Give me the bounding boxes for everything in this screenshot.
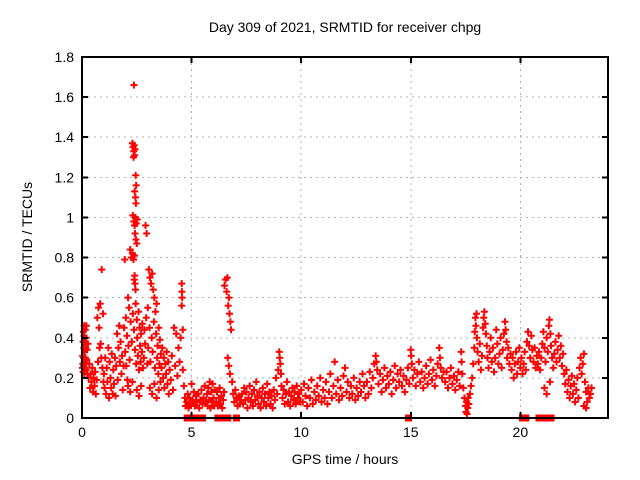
y-tick-label: 0.4	[55, 330, 75, 346]
x-tick-label: 10	[293, 424, 309, 440]
x-axis-label: GPS time / hours	[291, 451, 399, 467]
y-tick-label: 1.4	[55, 129, 75, 145]
y-tick-label: 0.2	[55, 370, 75, 386]
chart-title: Day 309 of 2021, SRMTID for receiver chp…	[208, 19, 482, 35]
y-tick-label: 0.8	[55, 250, 75, 266]
x-tick-label: 20	[513, 424, 529, 440]
x-tick-label: 0	[78, 424, 86, 440]
y-tick-label: 1	[66, 209, 74, 225]
x-tick-label: 5	[188, 424, 196, 440]
y-tick-label: 1.8	[55, 49, 75, 65]
x-tick-label: 15	[403, 424, 419, 440]
y-tick-label: 0.6	[55, 290, 75, 306]
y-tick-label: 1.2	[55, 169, 75, 185]
y-axis-label: SRMTID / TECUs	[19, 181, 35, 293]
y-tick-label: 1.6	[55, 89, 75, 105]
y-tick-label: 0	[66, 410, 74, 426]
